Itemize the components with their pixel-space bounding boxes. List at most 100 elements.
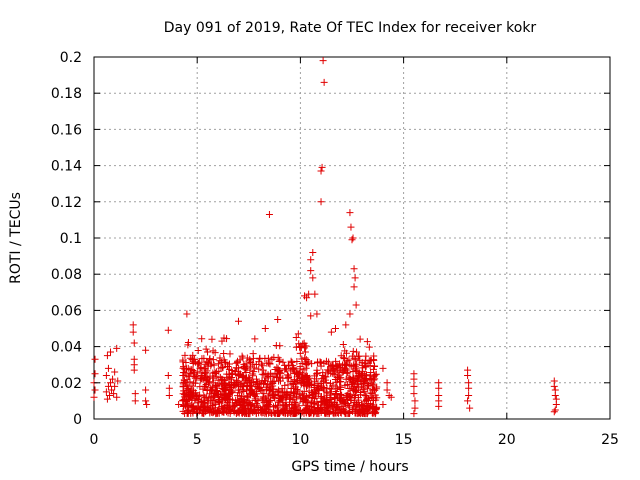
data-point [179,382,187,390]
data-point [234,378,242,386]
data-point [224,362,232,370]
data-point [222,387,230,395]
data-point [346,310,354,318]
data-point [302,408,310,416]
data-point [285,400,293,408]
data-point [350,265,358,273]
data-point [294,330,302,338]
data-point [184,364,192,372]
data-point [350,354,358,362]
data-point [207,362,215,370]
data-point [274,315,282,323]
data-point [280,409,288,417]
data-point [321,404,329,412]
data-point [234,317,242,325]
data-point [142,397,150,405]
data-point [287,392,295,400]
data-point [283,374,291,382]
data-point [369,365,377,373]
data-point [199,376,207,384]
data-point [251,335,259,343]
data-point [259,393,267,401]
data-point [260,380,268,388]
data-point [363,406,371,414]
data-point [130,339,138,347]
y-tick-label: 0.12 [51,195,82,211]
data-point [334,362,342,370]
data-point [253,383,261,391]
data-point [317,167,325,175]
data-point [296,343,304,351]
data-point [264,371,272,379]
data-point [200,354,208,362]
data-point [255,365,263,373]
y-tick-label: 0 [73,412,82,428]
data-point [410,382,418,390]
data-point [190,391,198,399]
data-point [354,394,362,402]
data-point [311,290,319,298]
data-point [298,355,306,363]
data-point [194,395,202,403]
data-point [188,403,196,411]
data-point [465,384,473,392]
data-point [220,376,228,384]
data-point [345,384,353,392]
data-point [310,386,318,394]
data-point [226,350,234,358]
data-point [181,351,189,359]
data-point [327,369,335,377]
data-point [293,357,301,365]
data-point [323,396,331,404]
data-point [464,372,472,380]
data-point [351,274,359,282]
data-point [231,381,239,389]
data-point [299,397,307,405]
data-point [293,394,301,402]
data-point [346,209,354,217]
data-point [209,393,217,401]
data-point [193,392,201,400]
data-point [259,409,267,417]
data-point [276,366,284,374]
data-point [246,366,254,374]
data-point [219,364,227,372]
data-point [293,408,301,416]
data-point [210,392,218,400]
data-point [361,377,369,385]
data-point [245,377,253,385]
data-point [369,403,377,411]
data-point [373,394,381,402]
data-point [270,391,278,399]
data-point [215,396,223,404]
data-point [272,341,280,349]
data-point [193,372,201,380]
data-point [218,404,226,412]
data-point [267,409,275,417]
data-point [202,393,210,401]
data-point [201,383,209,391]
data-point [290,403,298,411]
data-point [326,379,334,387]
data-point [320,78,328,86]
data-point [342,375,350,383]
data-point [110,390,118,398]
data-point [366,372,374,380]
data-point [265,210,273,218]
data-point [281,365,289,373]
data-point [365,343,373,351]
data-point [341,347,349,355]
y-tick-label: 0.18 [51,86,82,102]
data-point [241,364,249,372]
data-point [336,406,344,414]
data-point [341,381,349,389]
data-point [214,360,222,368]
data-point [275,357,283,365]
data-point [186,372,194,380]
data-point [184,400,192,408]
data-point [344,396,352,404]
data-point [221,394,229,402]
data-point [209,379,217,387]
data-point [239,405,247,413]
data-point [194,346,202,354]
